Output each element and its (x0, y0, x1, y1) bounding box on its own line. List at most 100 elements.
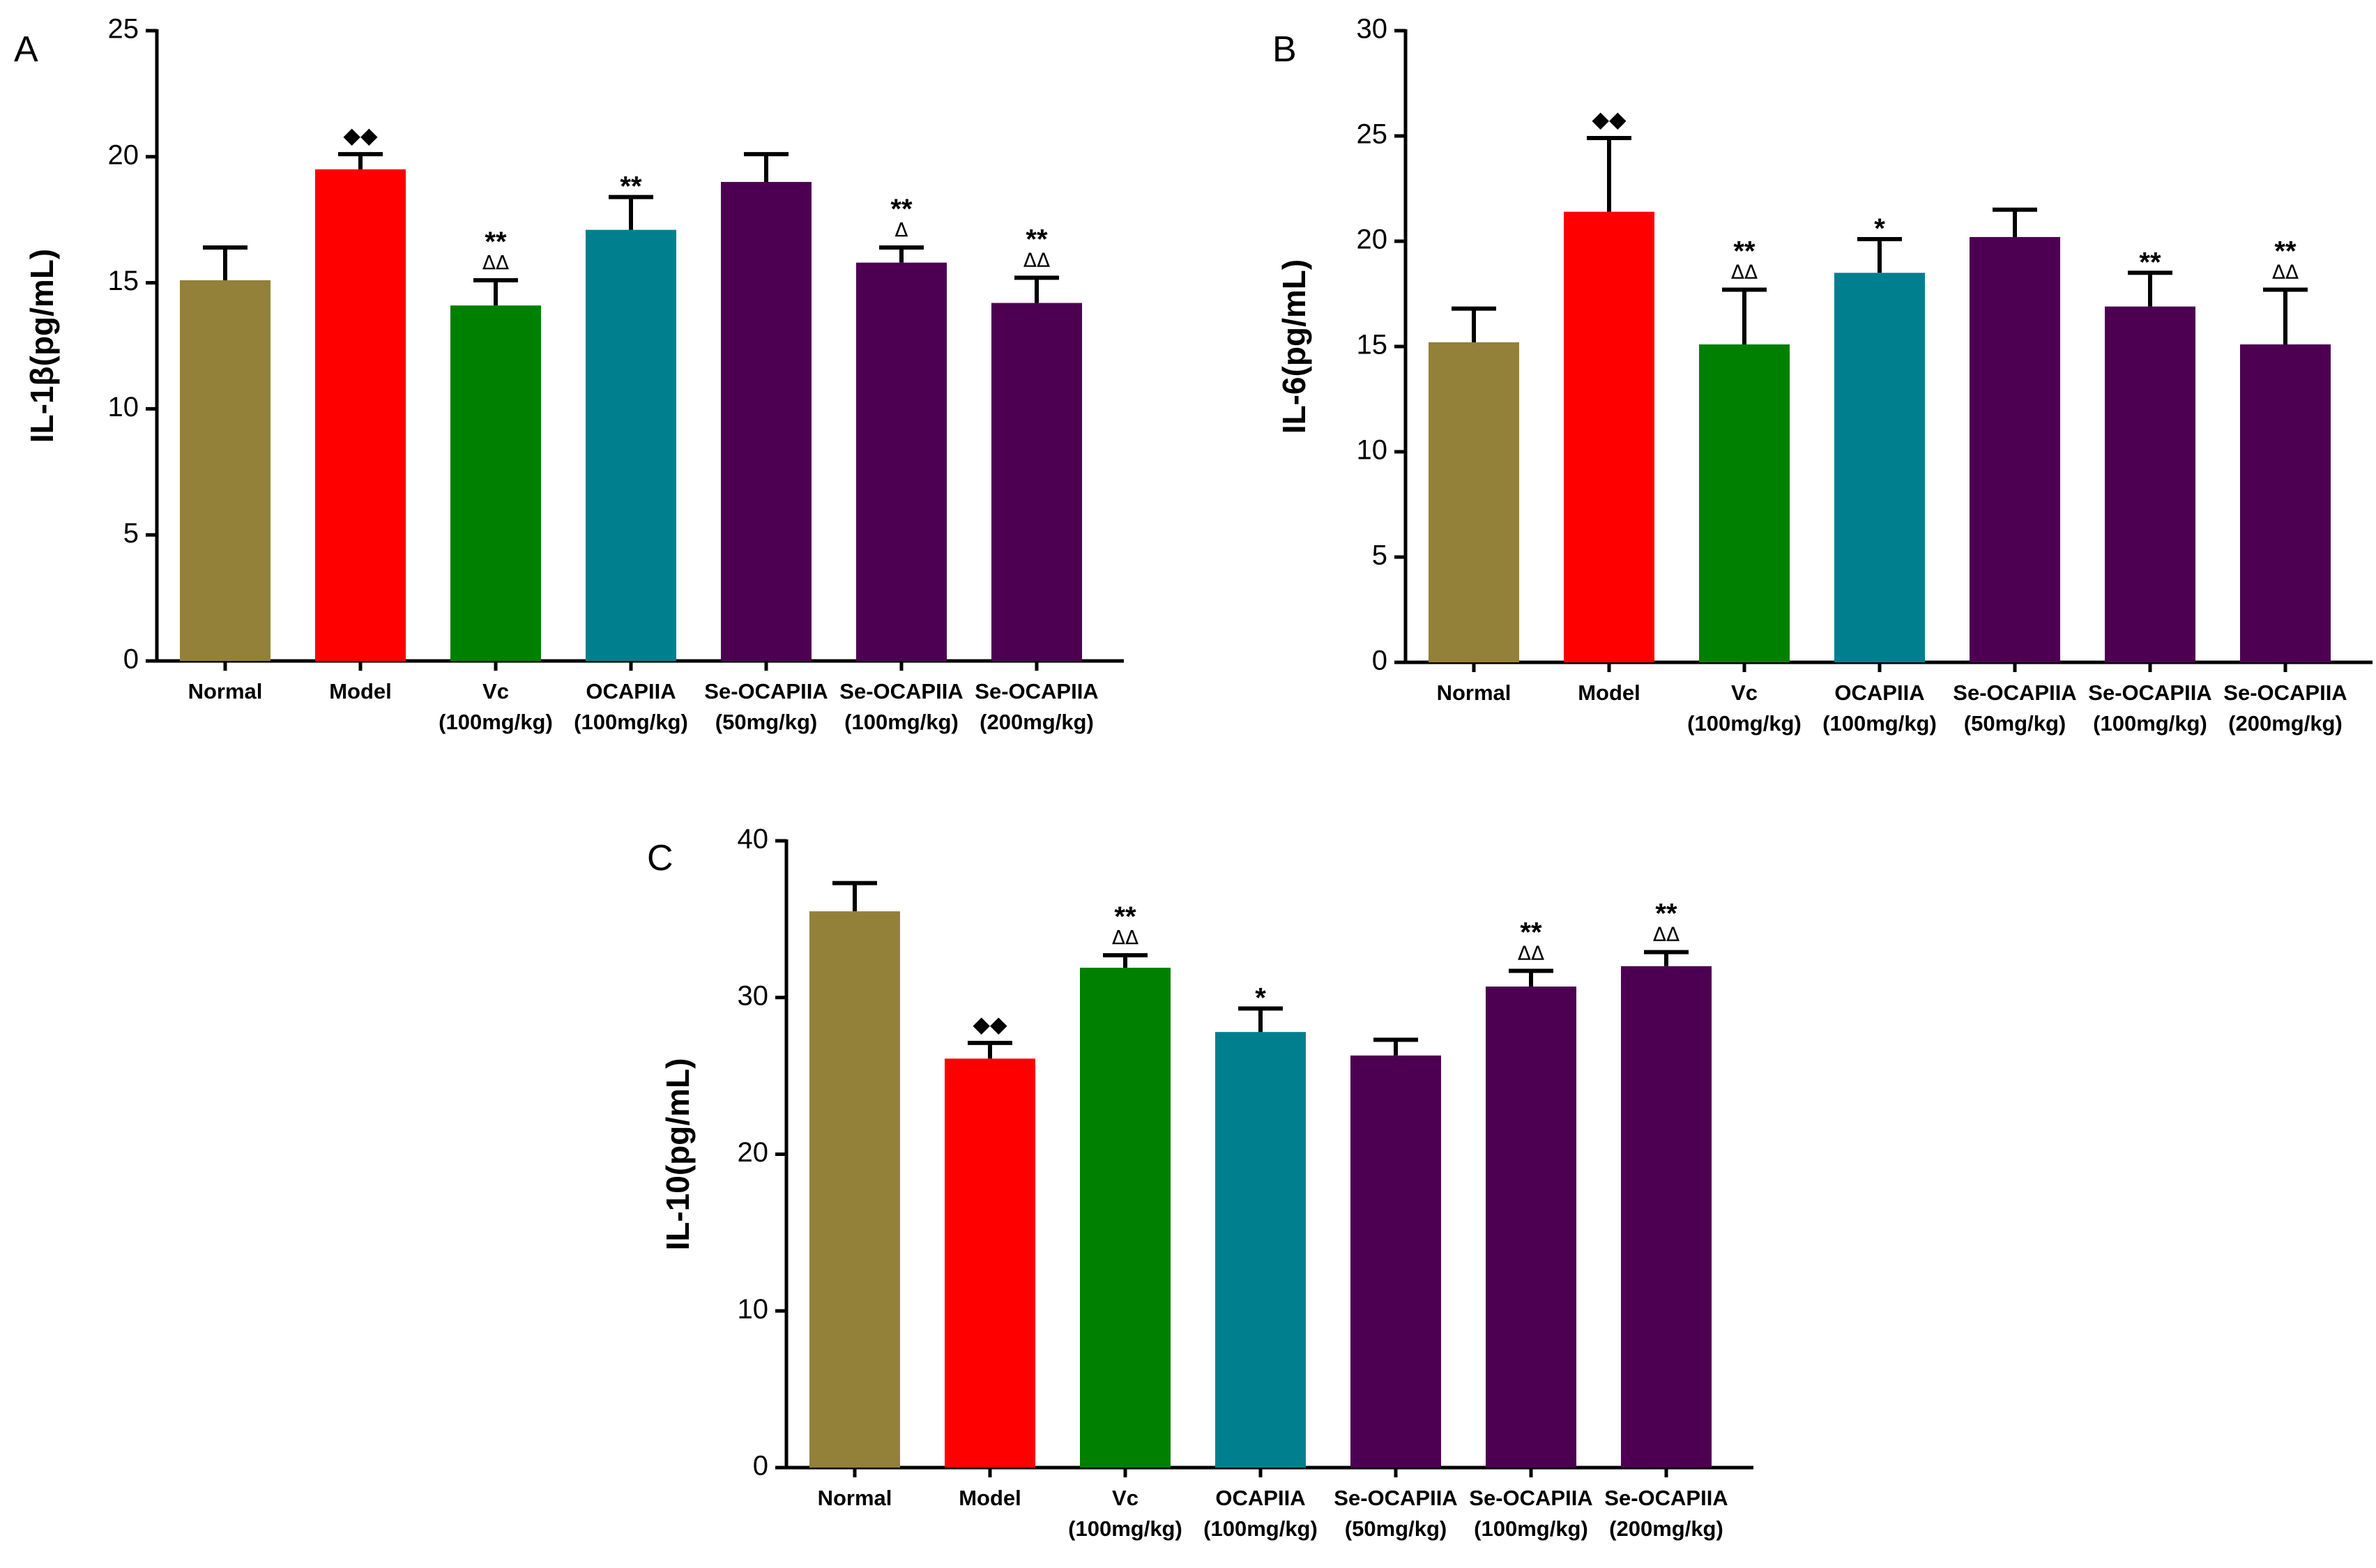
error-bar (203, 245, 247, 280)
y-tick-label: 15 (108, 266, 139, 296)
significance-star: ** (485, 227, 507, 257)
x-tick-label: (100mg/kg) (1203, 1516, 1318, 1541)
x-tick-label: Vc (1731, 680, 1758, 705)
y-tick-label: 0 (123, 644, 139, 675)
y-axis-title: IL-6(pg/mL) (1276, 259, 1312, 434)
bar (315, 169, 406, 661)
y-tick-label: 20 (108, 139, 139, 170)
bar (2240, 344, 2331, 662)
significance-star: ** (1733, 236, 1756, 266)
x-tick-label: (100mg/kg) (1474, 1516, 1588, 1541)
x-tick-label: Se-OCAPIIA (2223, 680, 2347, 705)
bar (1834, 273, 1925, 662)
significance-diamond: ◆◆ (973, 1011, 1007, 1037)
significance-delta: ΔΔ (1653, 923, 1680, 946)
error-bar (1722, 287, 1767, 344)
x-tick-label: Model (1578, 680, 1640, 705)
bar (1429, 342, 1519, 662)
x-tick-label: Se-OCAPIIA (1604, 1486, 1728, 1510)
x-tick-label: (50mg/kg) (715, 710, 817, 734)
significance-star: ** (1026, 224, 1048, 254)
error-bar (1103, 953, 1148, 968)
x-tick-label: (100mg/kg) (2093, 711, 2207, 736)
y-tick-label: 0 (1372, 646, 1387, 676)
panel-b-chart: B IL-6(pg/mL) 0 5 10 15 20 25 30 Normal Model ◆◆ Vc (… (1272, 14, 2373, 736)
significance-delta: ΔΔ (1023, 248, 1050, 271)
y-tick-label: 20 (738, 1137, 769, 1168)
y-tick-label: 25 (108, 14, 139, 45)
bar (2105, 306, 2195, 662)
error-bar (1587, 136, 1631, 212)
significance-star: ** (620, 172, 642, 202)
error-bar (2128, 271, 2172, 307)
panel-letter-a: A (14, 29, 38, 70)
x-tick-label: (50mg/kg) (1964, 711, 2066, 736)
panel-letter-b: B (1272, 29, 1297, 70)
x-tick-label: Se-OCAPIIA (1469, 1486, 1592, 1510)
error-bar (1014, 275, 1059, 303)
y-tick-label: 10 (1357, 435, 1388, 466)
x-tick-label: (50mg/kg) (1345, 1516, 1447, 1541)
bar (1621, 966, 1712, 1468)
x-tick-label: (100mg/kg) (574, 710, 688, 734)
x-tick-label: (100mg/kg) (1687, 711, 1802, 736)
error-bar (744, 152, 789, 182)
significance-delta: ΔΔ (1518, 942, 1544, 965)
significance-star: * (1255, 982, 1266, 1013)
error-bar (832, 881, 877, 912)
significance-delta: ΔΔ (1112, 926, 1138, 949)
y-tick-label: 25 (1357, 119, 1388, 150)
x-tick-label: Se-OCAPIIA (975, 679, 1098, 703)
error-bar (338, 152, 383, 169)
error-bar (1452, 306, 1496, 342)
x-tick-label: (100mg/kg) (844, 710, 959, 734)
bar (856, 262, 947, 661)
panel-c-chart: C IL-10(pg/mL) 0 10 20 30 40 Normal Model ◆◆ Vc (10… (647, 824, 1753, 1541)
bar (1350, 1055, 1441, 1468)
significance-star: ** (890, 194, 913, 224)
x-tick-label: Se-OCAPIIA (704, 679, 828, 703)
panel-a-chart: A IL-1β(pg/mL) 0 5 10 15 20 25 Normal Model ◆◆ Vc (1… (14, 14, 1124, 734)
x-tick-label: Se-OCAPIIA (2088, 680, 2211, 705)
x-tick-label: Se-OCAPIIA (839, 679, 963, 703)
significance-star: ** (1520, 918, 1542, 948)
x-tick-label: Se-OCAPIIA (1334, 1486, 1457, 1510)
x-tick-label: OCAPIIA (1834, 680, 1924, 705)
error-bar (1509, 968, 1553, 987)
x-tick-label: (100mg/kg) (1068, 1516, 1182, 1541)
x-tick-label: OCAPIIA (1215, 1486, 1305, 1510)
x-tick-label: (100mg/kg) (439, 710, 553, 734)
y-tick-label: 10 (108, 392, 139, 423)
bar (586, 229, 676, 661)
y-tick-label: 5 (123, 518, 139, 549)
bar (1486, 987, 1576, 1468)
significance-star: ** (1114, 901, 1136, 932)
significance-delta: Δ (894, 218, 908, 241)
error-bar (1857, 236, 1902, 273)
x-tick-label: OCAPIIA (586, 679, 676, 703)
error-bar (473, 277, 518, 306)
error-bar (609, 195, 653, 230)
bar (809, 911, 900, 1468)
y-tick-label: 15 (1357, 330, 1388, 360)
significance-delta: ΔΔ (1731, 260, 1758, 283)
error-bar (2263, 287, 2308, 344)
x-tick-label: Model (329, 679, 392, 703)
bar (1699, 344, 1790, 662)
error-bar (1373, 1037, 1418, 1056)
y-tick-label: 20 (1357, 224, 1388, 255)
error-bar (1993, 207, 2037, 237)
significance-delta: ΔΔ (2272, 260, 2299, 283)
y-axis-title: IL-1β(pg/mL) (24, 249, 60, 443)
significance-diamond: ◆◆ (1592, 106, 1627, 132)
significance-star: ** (1655, 899, 1677, 929)
x-tick-label: Vc (482, 679, 509, 703)
bar (1564, 211, 1654, 663)
error-bar (968, 1040, 1012, 1059)
x-tick-label: (200mg/kg) (980, 710, 1094, 734)
panel-letter-c: C (647, 838, 673, 878)
bar (1215, 1032, 1306, 1468)
bar (1080, 968, 1171, 1468)
significance-star: * (1874, 213, 1885, 244)
